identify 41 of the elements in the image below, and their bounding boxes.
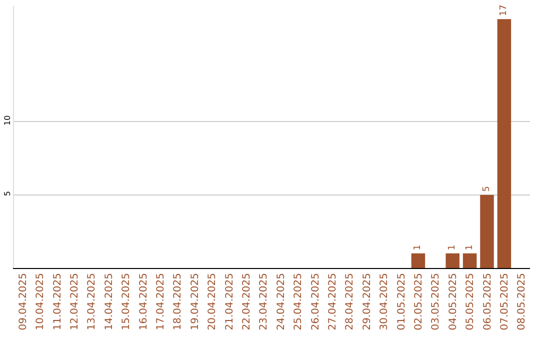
y-tick-label: 10: [2, 115, 12, 126]
x-tick-label: 05.05.2025: [465, 273, 476, 330]
x-tick-label: 20.04.2025: [207, 273, 218, 330]
x-tick-label: 12.04.2025: [69, 273, 80, 330]
x-tick-label: 02.05.2025: [413, 273, 424, 330]
x-tick-label: 16.04.2025: [138, 273, 150, 330]
bar: [497, 19, 512, 268]
x-tick-label: 21.04.2025: [224, 273, 236, 330]
x-tick-label: 01.05.2025: [396, 273, 408, 330]
bar: [480, 194, 494, 268]
x-tick-label: 07.05.2025: [499, 273, 510, 330]
x-tick-label: 24.04.2025: [276, 273, 287, 330]
x-tick-label: 15.04.2025: [121, 273, 132, 330]
x-tick-label: 11.04.2025: [52, 273, 64, 330]
x-tick-label: 03.05.2025: [430, 273, 442, 330]
data-label: 5: [482, 186, 492, 192]
x-tick-label: 25.04.2025: [293, 273, 304, 330]
x-tick-label: 08.05.2025: [516, 273, 528, 330]
x-tick-label: 17.04.2025: [155, 273, 166, 330]
x-tick-label: 26.04.2025: [310, 273, 322, 330]
x-tick-label: 23.04.2025: [258, 273, 270, 330]
bar: [462, 253, 477, 268]
x-tick-label: 29.04.2025: [362, 273, 373, 330]
bar: [446, 253, 460, 268]
data-label: 17: [499, 4, 510, 16]
bar: [411, 253, 426, 268]
x-tick-label: 04.05.2025: [448, 273, 459, 330]
data-label: 1: [464, 244, 475, 250]
x-tick-label: 06.05.2025: [482, 273, 494, 330]
data-label: 1: [413, 244, 424, 250]
x-tick-label: 27.04.2025: [327, 273, 338, 330]
x-tick-label: 14.04.2025: [104, 273, 115, 330]
x-tick-label: 09.04.2025: [18, 273, 29, 330]
data-label: 1: [448, 244, 458, 250]
x-tick-label: 30.04.2025: [379, 273, 390, 330]
x-tick-label: 19.04.2025: [190, 273, 201, 330]
x-tick-label: 10.04.2025: [35, 273, 46, 330]
x-tick-label: 22.04.2025: [241, 273, 252, 330]
x-tick-label: 28.04.2025: [344, 273, 356, 330]
x-tick-label: 18.04.2025: [172, 273, 184, 330]
x-tick-label: 13.04.2025: [86, 273, 98, 330]
